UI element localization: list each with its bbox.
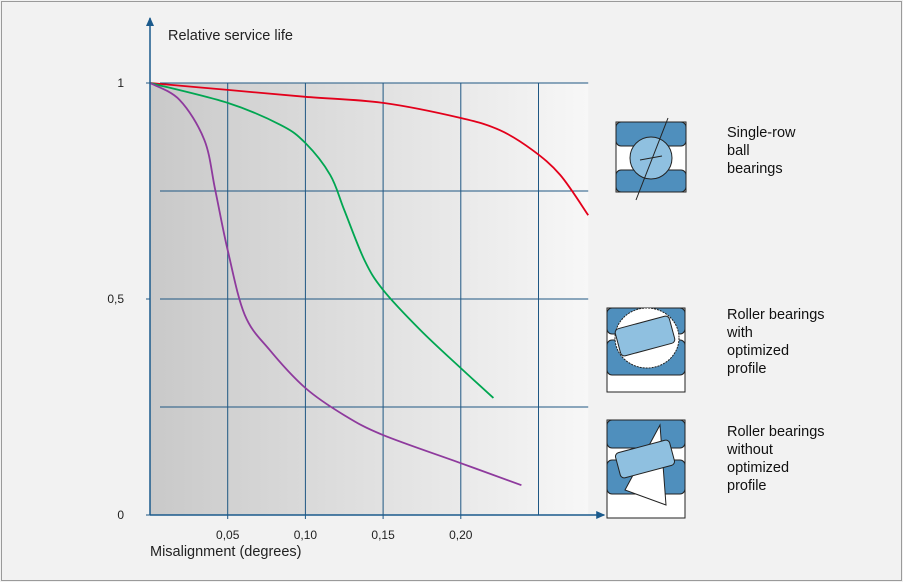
x-tick-label: 0,10 [294,528,318,542]
y-tick-label: 0,5 [107,292,124,306]
y-axis-title: Relative service life [168,28,293,44]
y-tick-label: 0 [117,508,124,522]
y-tick-label: 1 [117,76,124,90]
legend-label: Roller bearings without optimized profil… [727,424,825,494]
roller-bearing-optimized-icon [606,307,686,393]
x-tick-label: 0,05 [216,528,240,542]
ball-bearing-icon [615,117,687,201]
series-line [149,82,589,216]
series-line [149,82,495,399]
legend-label: Single-row ball bearings [727,125,796,177]
series-line [149,82,522,487]
legend-label: Roller bearings with optimized profile [727,307,825,377]
roller-bearing-unoptimized-icon [606,419,686,519]
x-axis-title: Misalignment (degrees) [150,544,302,560]
x-tick-label: 0,20 [449,528,473,542]
x-tick-label: 0,15 [371,528,395,542]
